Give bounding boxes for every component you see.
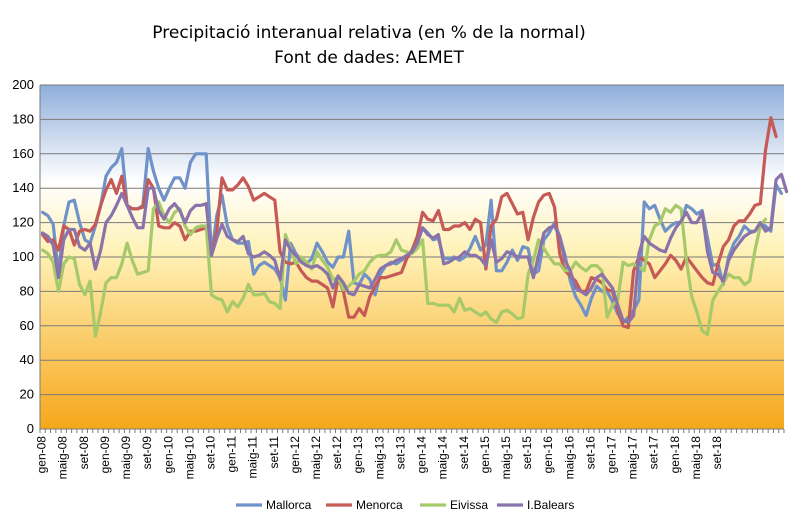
x-tick-label: maig-08 [56, 436, 70, 480]
y-tick-label: 200 [12, 77, 34, 92]
x-tick-label: set-11 [267, 436, 281, 469]
chart-subtitle: Font de dades: AEMET [274, 48, 464, 68]
x-tick-label: gen-11 [225, 436, 239, 473]
x-tick-label: maig-13 [372, 436, 386, 480]
x-tick-label: set-17 [647, 436, 661, 470]
x-tick-label: gen-17 [605, 436, 619, 474]
x-tick-label: gen-10 [161, 436, 175, 474]
x-tick-label: gen-09 [98, 436, 112, 474]
y-tick-label: 180 [12, 111, 34, 126]
x-tick-label: set-08 [77, 436, 91, 470]
y-tick-label: 100 [12, 249, 34, 264]
x-tick-label: gen-14 [415, 436, 429, 474]
legend-label-eivissa: Eivissa [450, 498, 488, 512]
x-tick-label: maig-09 [119, 436, 133, 480]
legend-label-i-balears: I.Balears [527, 498, 574, 512]
x-tick-label: set-16 [583, 436, 597, 470]
y-tick-label: 0 [27, 421, 34, 436]
x-tick-label: set-12 [330, 436, 344, 470]
x-tick-label: gen-18 [668, 436, 682, 474]
y-tick-label: 120 [12, 215, 34, 230]
x-tick-label: maig-16 [562, 436, 576, 480]
x-tick-label: gen-12 [288, 436, 302, 474]
x-tick-label: maig-17 [626, 436, 640, 480]
x-tick-label: gen-08 [35, 436, 49, 474]
x-tick-label: maig-11 [246, 436, 260, 479]
x-tick-label: set-13 [393, 436, 407, 470]
series-line-i-balears [40, 172, 789, 324]
y-tick-label: 20 [20, 387, 34, 402]
x-tick-label: maig-14 [436, 436, 450, 480]
y-tick-label: 80 [20, 283, 34, 298]
x-tick-label: gen-16 [541, 436, 555, 474]
series-line-eivissa [40, 200, 768, 338]
x-tick-label: set-14 [457, 436, 471, 470]
x-tick-label: maig-10 [182, 436, 196, 480]
x-tick-label: set-10 [203, 436, 217, 470]
x-tick-label: set-18 [710, 436, 724, 470]
legend-label-menorca: Menorca [356, 498, 403, 512]
x-tick-label: set-15 [520, 436, 534, 470]
chart-title: Precipitació interanual relativa (en % d… [152, 23, 585, 43]
x-tick-label: set-09 [140, 436, 154, 470]
y-tick-label: 160 [12, 146, 34, 161]
y-tick-label: 60 [20, 318, 34, 333]
x-tick-label: gen-15 [478, 436, 492, 474]
x-tick-label: gen-13 [351, 436, 365, 474]
x-tick-label: maig-18 [689, 436, 703, 480]
legend-label-mallorca: Mallorca [266, 498, 312, 512]
legend: Mallorca Menorca Eivissa I.Balears [236, 498, 574, 512]
y-tick-label: 140 [12, 180, 34, 195]
x-tick-label: maig-15 [499, 436, 513, 480]
x-tick-label: maig-12 [309, 436, 323, 480]
y-tick-label: 40 [20, 352, 34, 367]
